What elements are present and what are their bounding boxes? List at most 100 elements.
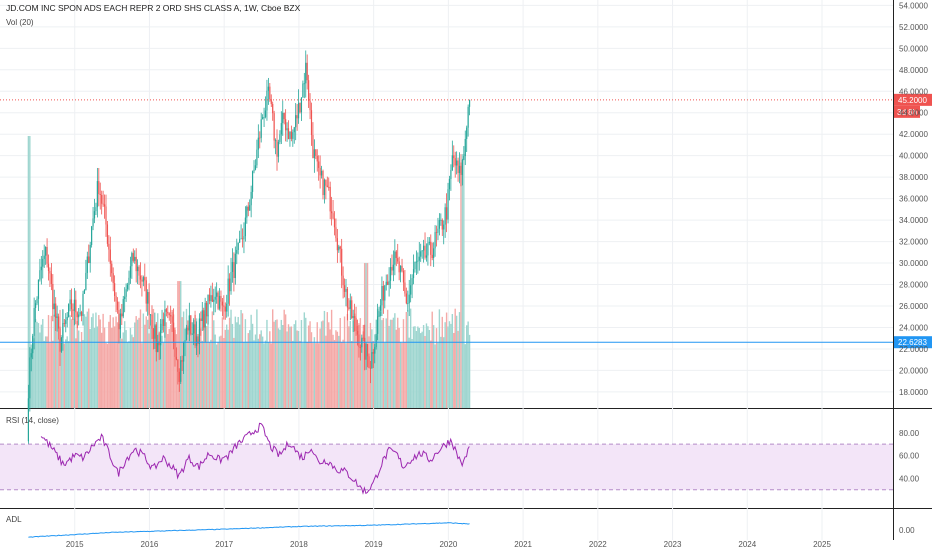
candle-body xyxy=(197,336,199,344)
volume-bar xyxy=(322,320,324,408)
volume-bar xyxy=(158,333,160,408)
candle-body xyxy=(402,270,405,283)
volume-bar xyxy=(40,324,43,408)
volume-bar xyxy=(425,323,428,408)
volume-bar xyxy=(231,323,234,408)
candle-body xyxy=(451,155,453,171)
volume-bar xyxy=(63,343,66,408)
candle-body xyxy=(365,343,367,360)
price-tick-label: 48.0000 xyxy=(899,66,928,75)
candle-body xyxy=(264,110,267,118)
volume-bar xyxy=(319,328,321,408)
volume-bar xyxy=(444,322,446,408)
volume-bar xyxy=(100,332,103,408)
candle-body xyxy=(398,261,400,273)
volume-bar xyxy=(463,154,465,408)
candle-body xyxy=(401,265,403,271)
volume-bar xyxy=(226,324,228,408)
candle-body xyxy=(122,299,124,317)
candle-body xyxy=(333,218,336,228)
candlestick-series xyxy=(27,50,471,454)
candle-body xyxy=(276,140,278,157)
volume-bar xyxy=(315,343,317,408)
volume-bar xyxy=(274,320,277,408)
candle-body xyxy=(239,239,241,243)
candle-body xyxy=(119,313,121,330)
time-tick-label: 2021 xyxy=(514,540,532,549)
volume-bar xyxy=(111,327,113,408)
volume-bar xyxy=(359,318,362,408)
volume-bar xyxy=(353,313,356,408)
volume-bar xyxy=(342,339,344,408)
volume-bar xyxy=(50,315,53,408)
volume-bar xyxy=(328,322,330,408)
candle-body xyxy=(259,137,261,139)
volume-bar xyxy=(325,335,327,408)
candle-body xyxy=(124,296,126,300)
volume-bar xyxy=(335,330,337,408)
candle-body xyxy=(253,169,255,172)
volume-bar xyxy=(378,314,380,408)
volume-bar xyxy=(365,262,367,408)
time-tick-label: 2024 xyxy=(738,540,756,549)
time-tick-label: 2017 xyxy=(215,540,233,549)
candle-body xyxy=(385,281,387,286)
rsi-indicator-label[interactable]: RSI (14, close) xyxy=(6,416,59,425)
volume-bar xyxy=(437,342,439,408)
volume-bar xyxy=(247,333,249,408)
candle-body xyxy=(72,309,74,311)
candle-body xyxy=(453,155,455,159)
candle-body xyxy=(297,102,300,119)
price-tick-label: 44.0000 xyxy=(899,109,928,118)
volume-bar xyxy=(132,337,135,408)
adl-indicator-label[interactable]: ADL xyxy=(6,515,22,524)
volume-bar xyxy=(146,319,149,408)
volume-bar xyxy=(221,317,224,408)
candle-body xyxy=(338,246,340,251)
time-tick-label: 2023 xyxy=(664,540,682,549)
candle-body xyxy=(263,117,265,118)
candle-body xyxy=(371,352,373,369)
candle-body xyxy=(121,313,123,317)
volume-bar xyxy=(443,337,445,408)
volume-bar xyxy=(233,337,235,408)
candle-body xyxy=(366,343,369,357)
candle-body xyxy=(221,301,224,306)
volume-bar xyxy=(141,343,143,408)
volume-bar xyxy=(145,316,147,408)
candle-body xyxy=(332,213,334,219)
volume-bar xyxy=(79,342,81,408)
candle-body xyxy=(427,243,429,256)
candle-body xyxy=(205,302,208,317)
volume-bar xyxy=(399,342,402,408)
time-tick-label: 2019 xyxy=(365,540,383,549)
candle-body xyxy=(230,272,232,292)
horizontal-lines: 22.6283 45.2000 3d 8h xyxy=(0,93,932,349)
candle-body xyxy=(175,356,178,360)
candle-body xyxy=(213,299,215,302)
candle-body xyxy=(443,224,445,230)
candle-body xyxy=(246,206,248,218)
volume-bar xyxy=(85,316,87,408)
candle-body xyxy=(89,244,91,263)
candle-body xyxy=(368,356,370,368)
candle-body xyxy=(247,206,249,211)
volume-bar xyxy=(451,314,454,408)
volume-bar xyxy=(161,335,163,408)
candle-body xyxy=(131,253,133,267)
candle-body xyxy=(266,90,268,111)
volume-bar xyxy=(113,326,116,408)
candle-body xyxy=(254,165,257,170)
candle-body xyxy=(346,288,349,308)
candle-body xyxy=(157,341,159,352)
volume-bar xyxy=(134,322,136,408)
candle-body xyxy=(59,328,61,352)
candle-body xyxy=(417,260,419,262)
volume-bar xyxy=(384,342,386,408)
volume-indicator-label[interactable]: Vol (20) xyxy=(6,18,34,27)
candle-body xyxy=(201,310,203,321)
candle-body xyxy=(218,295,221,309)
candle-body xyxy=(93,211,96,219)
candle-body xyxy=(200,318,202,321)
candle-body xyxy=(299,102,301,113)
